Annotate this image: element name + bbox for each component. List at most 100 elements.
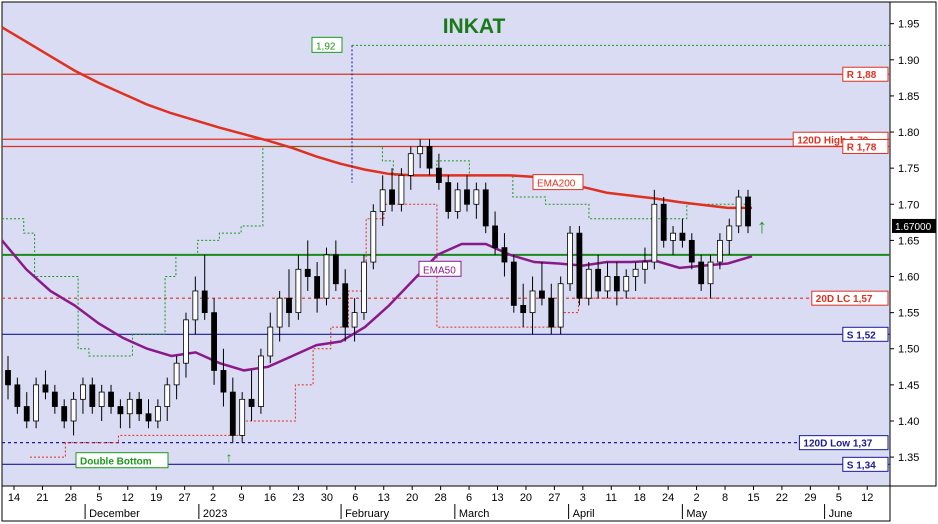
- candle-body: [89, 384, 96, 407]
- x-tick-label: 20: [520, 492, 532, 504]
- candle: [379, 175, 386, 226]
- candle: [220, 348, 227, 407]
- candle-body: [211, 312, 217, 371]
- candle-body: [126, 398, 133, 415]
- month-label: February: [345, 508, 390, 520]
- candle-body: [80, 384, 86, 400]
- y-tick-label: 1.85: [898, 91, 919, 103]
- x-tick-label: 20: [406, 492, 418, 504]
- candle-body: [314, 276, 321, 299]
- candle: [529, 276, 536, 335]
- candle-body: [164, 384, 171, 407]
- candle-body: [567, 232, 573, 285]
- y-tick-label: 1.35: [898, 452, 919, 464]
- candle: [126, 392, 133, 429]
- month-label: 2023: [203, 508, 227, 520]
- candle: [295, 254, 302, 320]
- level-label: S 1,52: [847, 330, 876, 341]
- x-tick-label: 6: [466, 492, 472, 504]
- double-bottom-label: Double Bottom: [80, 457, 152, 468]
- x-tick-label: 8: [722, 492, 728, 504]
- candle-body: [651, 203, 658, 263]
- level-label: 120D Low 1,37: [803, 439, 872, 450]
- candle-body: [267, 326, 274, 357]
- candle-body: [220, 370, 227, 393]
- candle-body: [370, 211, 377, 263]
- x-tick-label: 12: [122, 492, 134, 504]
- x-tick-label: 15: [747, 492, 759, 504]
- candle-body: [145, 413, 152, 422]
- candle-body: [61, 406, 68, 422]
- level-label: 120D High 1,79: [797, 135, 869, 146]
- candle: [520, 283, 527, 328]
- candle-body: [623, 276, 630, 292]
- candle: [445, 175, 452, 219]
- candle-body: [379, 189, 386, 212]
- candle-body: [520, 305, 527, 314]
- candle: [726, 218, 733, 255]
- y-tick-label: 1.55: [898, 308, 919, 320]
- month-label: June: [829, 508, 853, 520]
- candle-body: [389, 189, 395, 205]
- ema50-label-box: [418, 260, 462, 277]
- candle: [585, 262, 592, 306]
- candle: [557, 276, 564, 335]
- candle: [192, 276, 199, 335]
- candle: [735, 189, 742, 234]
- candle: [332, 240, 339, 291]
- candle: [613, 262, 620, 306]
- candle: [688, 233, 695, 270]
- candle: [61, 399, 68, 429]
- y-tick-label: 1.95: [898, 19, 919, 31]
- candle: [660, 197, 667, 248]
- candle-body: [248, 398, 255, 407]
- candle-body: [473, 189, 480, 205]
- candle: [248, 370, 255, 421]
- x-tick-label: 13: [491, 492, 503, 504]
- candle-body: [426, 146, 433, 169]
- candle: [567, 225, 573, 291]
- candle-body: [557, 283, 564, 328]
- month-label: April: [573, 508, 595, 520]
- candle: [154, 399, 161, 429]
- y-tick-label: 1.65: [898, 235, 919, 247]
- candle-body: [407, 153, 414, 176]
- candle: [33, 377, 40, 429]
- plot-background: [1, 1, 891, 487]
- ema50-label: EMA50: [423, 265, 456, 276]
- candle-body: [510, 261, 517, 306]
- candle: [361, 254, 367, 320]
- candle-body: [670, 232, 676, 241]
- candle-body: [745, 196, 751, 227]
- candle-body: [192, 290, 199, 321]
- candle: [23, 392, 30, 429]
- candle: [473, 182, 480, 219]
- candle-body: [735, 196, 742, 227]
- candle-body: [258, 355, 264, 407]
- candle-body: [501, 247, 508, 263]
- candle-body: [548, 297, 555, 328]
- candle-body: [42, 384, 49, 393]
- candle-body: [332, 254, 339, 285]
- candle-body: [613, 276, 620, 292]
- candle: [670, 225, 676, 255]
- candle: [501, 233, 508, 277]
- candle-body: [323, 254, 330, 299]
- candle-body: [304, 268, 311, 277]
- candle-body: [70, 398, 77, 422]
- candle: [164, 377, 171, 421]
- candle-body: [464, 189, 470, 205]
- peak-label: 1,92: [316, 41, 336, 52]
- x-tick-label: 6: [352, 492, 358, 504]
- candle: [145, 399, 152, 429]
- candle-body: [595, 268, 602, 292]
- candle: [548, 283, 555, 335]
- y-tick-label: 1.60: [898, 272, 919, 284]
- y-axis-panel: [889, 1, 937, 487]
- level-label-box: [798, 435, 889, 451]
- candle: [464, 175, 470, 212]
- x-tick-label: 2: [694, 492, 700, 504]
- candle-body: [576, 232, 583, 299]
- candle: [707, 254, 714, 299]
- candle: [276, 290, 283, 342]
